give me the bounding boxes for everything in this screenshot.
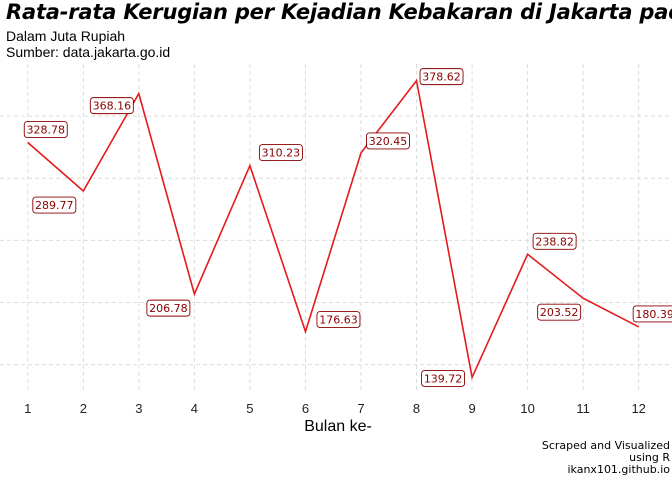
data-label-text-11: 203.52 [540,306,579,319]
data-label-box-12 [632,305,672,323]
data-label-10: 238.82 [532,232,577,250]
data-label-4: 206.78 [146,299,191,317]
data-label-text-8: 378.62 [422,71,461,84]
data-label-8: 378.62 [419,68,464,86]
data-label-box-4 [146,299,191,317]
data-label-6: 176.63 [316,311,361,329]
x-tick-label-11: 11 [576,401,590,416]
x-axis-label: Bulan ke- [304,418,372,435]
x-axis-ticks: 1 2 3 4 5 6 7 8 9 10 11 12 [24,401,646,416]
caption-line-1: Scraped and Visualized [541,439,670,452]
data-label-text-1: 328.78 [27,124,66,137]
series-line [27,78,640,381]
x-tick-label-3: 3 [135,401,142,416]
data-label-text-3: 368.16 [93,100,132,113]
data-label-text-2: 289.77 [35,199,74,212]
data-label-text-4: 206.78 [149,302,188,315]
data-label-7: 320.45 [366,132,410,150]
grid-lines [0,64,672,392]
data-label-3: 368.16 [89,97,134,115]
x-tick-label-5: 5 [246,401,253,416]
data-label-box-8 [419,68,464,86]
data-label-box-9 [421,369,466,387]
data-label-box-10 [532,232,577,250]
data-label-box-1 [23,121,68,138]
data-label-text-9: 139.72 [424,372,463,385]
x-tick-label-1: 1 [24,401,31,416]
data-label-box-5 [258,144,303,162]
data-label-text-10: 238.82 [535,235,574,248]
data-label-5: 310.23 [258,144,303,162]
data-label-box-6 [316,311,361,329]
caption-line-3: ikanx101.github.io [567,463,670,476]
data-label-box-2 [32,196,77,214]
data-label-12: 180.39 [632,305,672,323]
data-label-box-7 [366,132,410,150]
data-label-text-12: 180.39 [635,308,672,321]
data-label-1: 328.78 [23,121,68,138]
chart-subtitle-unit: Dalam Juta Rupiah [6,28,126,44]
data-label-9: 139.72 [421,369,466,387]
data-label-2: 289.77 [32,196,77,214]
x-tick-label-2: 2 [80,401,87,416]
data-label-11: 203.52 [537,303,582,321]
x-tick-label-9: 9 [468,401,475,416]
data-label-box-3 [89,97,134,115]
x-tick-label-6: 6 [302,401,309,416]
x-tick-label-7: 7 [357,401,364,416]
data-label-box-11 [537,303,582,321]
data-labels: 328.78 289.77 368.16 206.78 310.23 176.63 320.… [23,68,672,387]
x-tick-label-12: 12 [631,401,645,416]
caption-line-2: using R [629,451,670,464]
data-label-text-7: 320.45 [369,135,408,148]
data-label-text-5: 310.23 [262,147,301,160]
x-tick-label-10: 10 [520,401,534,416]
x-tick-label-8: 8 [413,401,420,416]
chart-subtitle-source: Sumber: data.jakarta.go.id [6,44,171,60]
series-line-group [27,78,640,381]
chart-title: Rata-rata Kerugian per Kejadian Kebakara… [6,0,672,24]
data-label-text-6: 176.63 [319,314,358,327]
x-tick-label-4: 4 [191,401,198,416]
